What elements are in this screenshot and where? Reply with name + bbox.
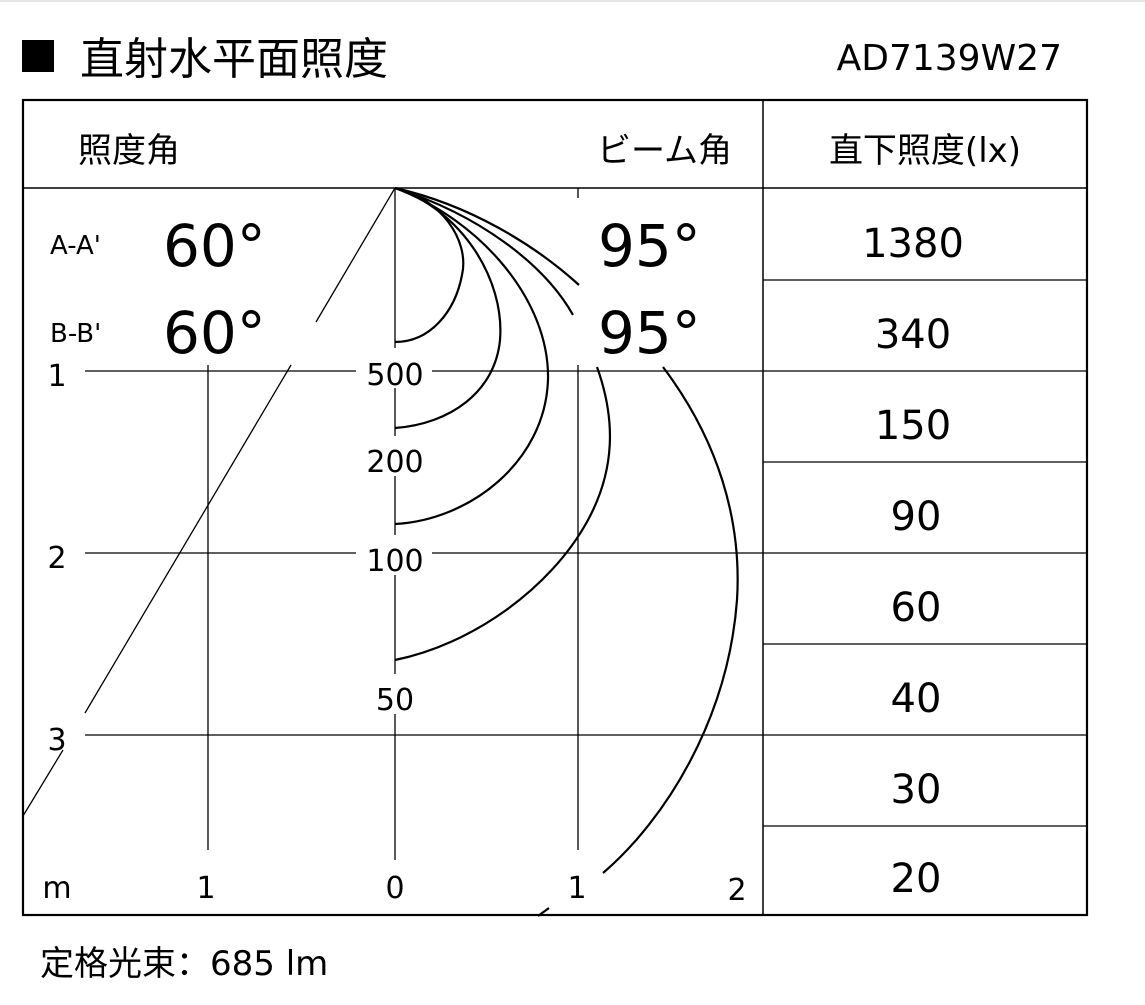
illum-value: 90: [891, 494, 942, 540]
section-label-bb: B-B': [50, 319, 101, 349]
contour-label-50: 50: [376, 683, 414, 718]
beam-angle-aa: 95°: [598, 212, 701, 280]
rated-flux-label: 定格光束：685 lm: [40, 944, 328, 984]
unit-label: m: [42, 871, 71, 906]
rated-flux-value: 685 lm: [210, 944, 328, 984]
illum-value: 40: [891, 676, 942, 722]
x-tick-label: 2: [727, 873, 746, 908]
title-marker-square: [22, 40, 54, 72]
y-tick-label: 2: [47, 541, 66, 576]
illum-angle-aa: 60°: [163, 212, 266, 280]
x-tick-label: 1: [567, 871, 586, 906]
illum-value: 340: [875, 312, 951, 358]
illum-value: 1380: [862, 221, 964, 267]
model-number: AD7139W27: [837, 38, 1062, 79]
section-label-aa: A-A': [50, 231, 101, 261]
x-tick-label: 1: [196, 871, 215, 906]
direct-illuminance-table: 1380 340 150 90 60 40 30 20: [763, 221, 1087, 902]
beam-angle-header: ビーム角: [597, 131, 732, 171]
diagram-frame: [21, 98, 1089, 917]
y-tick-label: 1: [47, 359, 66, 394]
illum-value: 150: [875, 403, 951, 449]
contour-label-200: 200: [366, 445, 423, 480]
contour-200: [394, 186, 502, 430]
illum-angle-header: 照度角: [78, 131, 180, 171]
x-tick-label: 0: [385, 871, 404, 906]
contour-100: [394, 186, 550, 526]
illum-angle-line: [22, 187, 396, 817]
illum-value: 20: [891, 856, 942, 902]
page-title: 直射水平面照度: [80, 34, 388, 85]
beam-angle-bb: 95°: [598, 299, 701, 367]
beam-angle-curve: [394, 186, 739, 917]
illum-value: 60: [891, 585, 942, 631]
contour-label-100: 100: [366, 544, 423, 579]
y-tick-label: 3: [47, 723, 66, 758]
distance-grid: [85, 188, 763, 860]
illum-angle-bb: 60°: [163, 299, 266, 367]
illum-value: 30: [891, 767, 942, 813]
contour-50: [394, 186, 612, 662]
contour-label-500: 500: [366, 358, 423, 393]
direct-illum-header: 直下照度(lx): [829, 131, 1021, 171]
